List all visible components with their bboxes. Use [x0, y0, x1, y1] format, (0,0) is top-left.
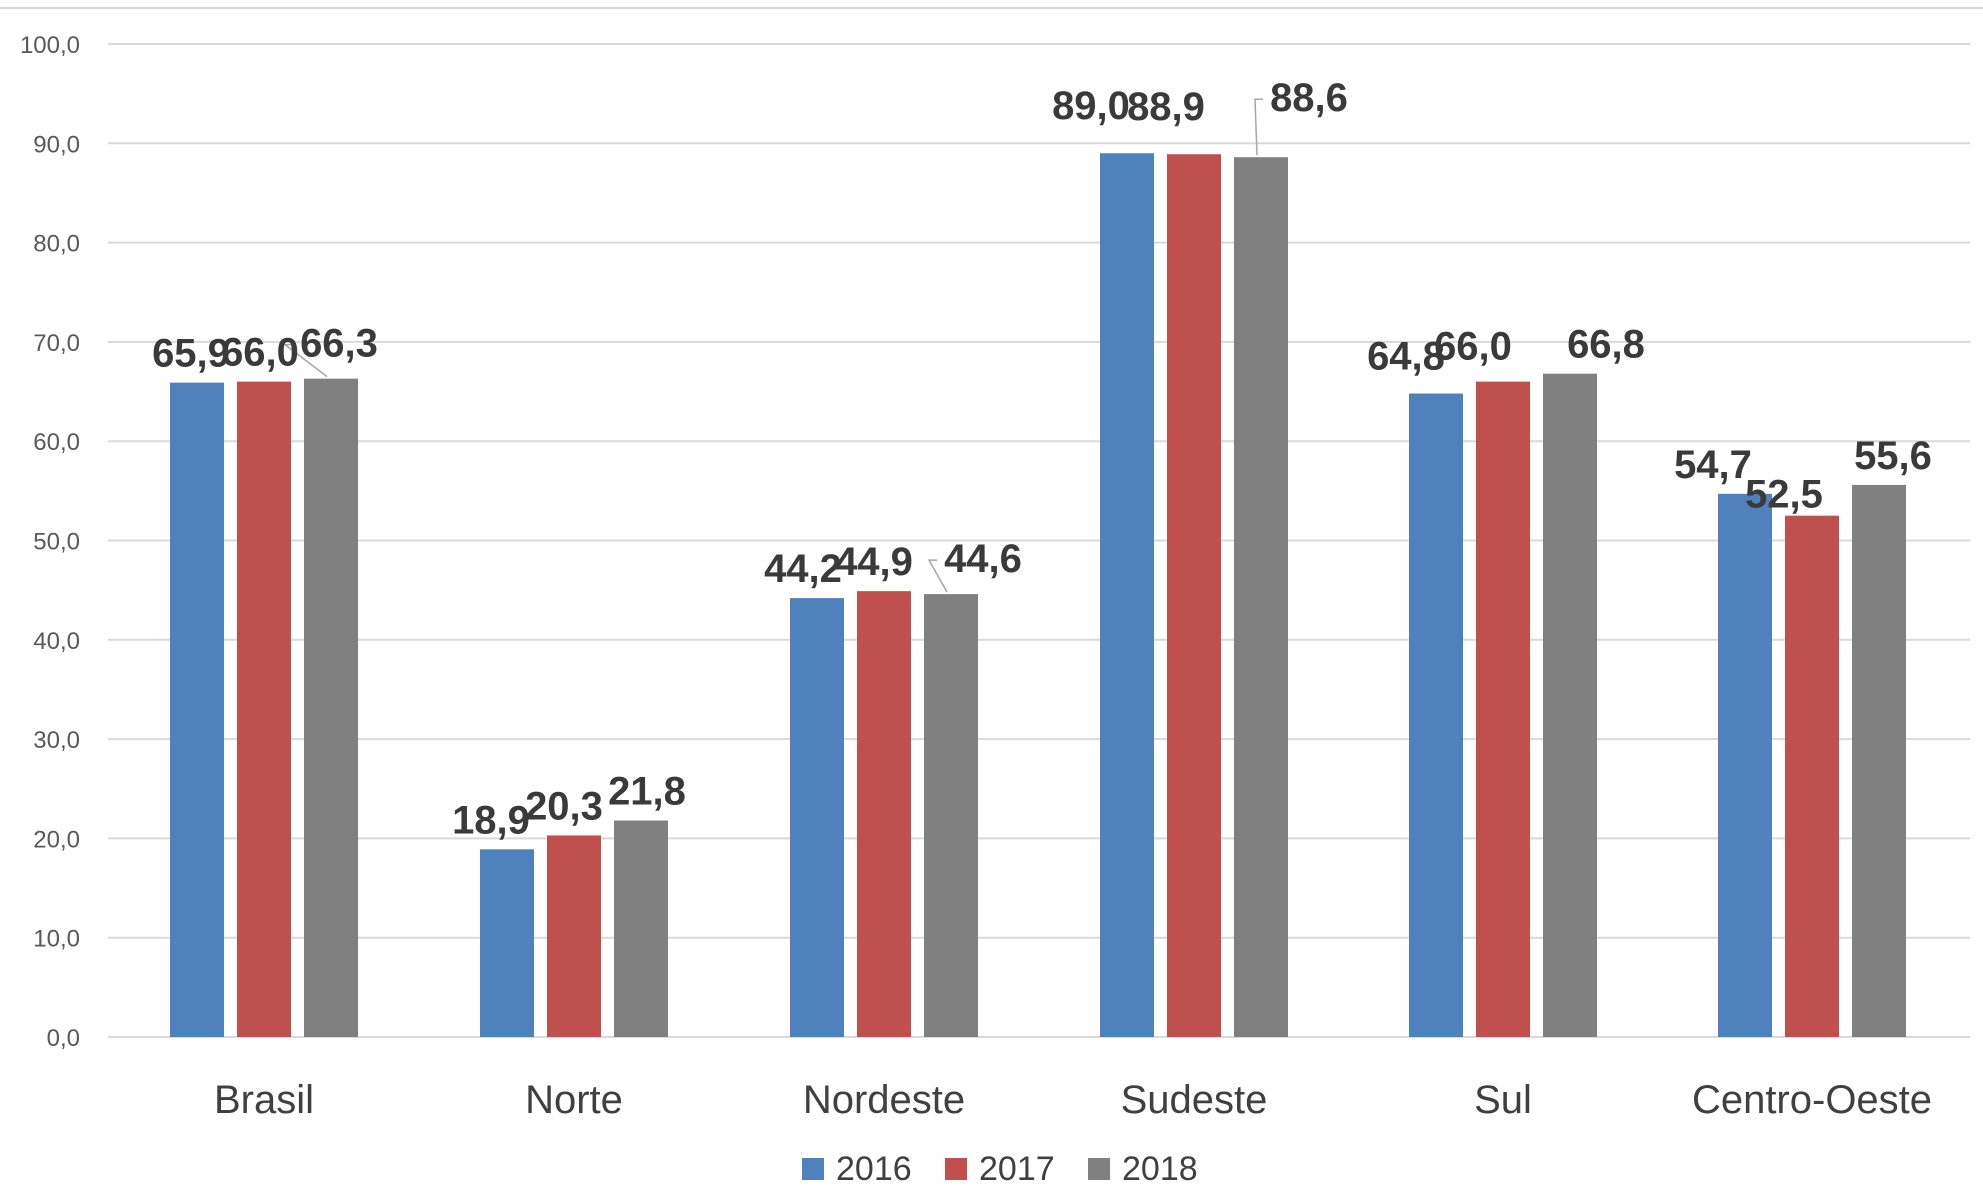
x-axis-categories: Brasil Norte Nordeste Sudeste Sul Centro-Oest…: [214, 1078, 1932, 1122]
bar-sul-2016: [1409, 393, 1463, 1037]
bar-norte-2017: [547, 835, 601, 1037]
data-label: 66,3: [300, 322, 378, 366]
y-axis-ticks: 0,0 10,0 20,0 30,0 40,0 50,0 60,0 70,0 80,0 90,0 1…: [20, 32, 80, 1052]
data-label: 44,6: [944, 537, 1022, 581]
y-tick-label: 40,0: [33, 628, 80, 655]
data-labels: 65,966,0 66,318,920,3 21,844,244,9 44,689,0…: [152, 76, 1932, 842]
legend-label: 2016: [836, 1150, 912, 1188]
category-label: Nordeste: [803, 1078, 965, 1122]
data-label: 52,5: [1745, 473, 1823, 517]
data-label: 66,0: [221, 331, 299, 375]
category-label: Centro-Oeste: [1692, 1078, 1932, 1122]
leader-line: [282, 343, 328, 378]
bar-sul-2018: [1543, 373, 1597, 1037]
data-label: 65,9: [152, 332, 230, 376]
label-leader-lines: [282, 98, 1263, 593]
bar-centro-oeste-2017: [1785, 515, 1839, 1037]
leader-line: [1254, 98, 1263, 156]
bar-norte-2018: [614, 820, 668, 1037]
data-label: 21,8: [608, 770, 686, 814]
leader-line: [927, 559, 948, 593]
data-label: 66,0: [1434, 325, 1512, 369]
legend-swatch: [945, 1158, 967, 1180]
y-tick-label: 60,0: [33, 429, 80, 456]
y-tick-label: 20,0: [33, 826, 80, 853]
bar-centro-oeste-2016: [1718, 493, 1772, 1038]
bar-sudeste-2017: [1167, 154, 1221, 1037]
category-label: Brasil: [214, 1078, 314, 1122]
y-tick-label: 70,0: [33, 330, 80, 357]
y-tick-label: 80,0: [33, 231, 80, 258]
bar-norte-2016: [480, 849, 534, 1037]
data-label: 55,6: [1854, 434, 1932, 478]
bar-nordeste-2018: [924, 594, 978, 1037]
data-label: 20,3: [525, 784, 603, 828]
data-label: 89,0: [1052, 84, 1130, 128]
data-label: 88,6: [1270, 76, 1348, 120]
y-tick-label: 50,0: [33, 529, 80, 556]
data-label: 44,2: [764, 547, 842, 591]
y-tick-label: 10,0: [33, 926, 80, 953]
bar-nordeste-2016: [790, 598, 844, 1037]
data-label: 64,8: [1367, 335, 1445, 379]
legend-swatch: [802, 1158, 824, 1180]
bars: [170, 153, 1906, 1038]
data-label: 88,9: [1127, 85, 1205, 129]
data-label: 66,8: [1567, 323, 1645, 367]
bar-sudeste-2018: [1234, 157, 1288, 1037]
y-tick-label: 100,0: [20, 32, 80, 59]
y-tick-label: 30,0: [33, 727, 80, 754]
bar-sul-2017: [1476, 381, 1530, 1037]
bar-brasil-2016: [170, 382, 224, 1037]
bar-sudeste-2016: [1100, 153, 1154, 1038]
gridlines: [0, 7, 1983, 1038]
data-label: 54,7: [1674, 443, 1752, 487]
legend-label: 2018: [1122, 1150, 1198, 1188]
bar-centro-oeste-2018: [1852, 484, 1906, 1038]
category-label: Sudeste: [1121, 1078, 1268, 1122]
legend: 2016 2017 2018: [802, 1150, 1198, 1188]
legend-swatch: [1088, 1158, 1110, 1180]
data-label: 44,9: [835, 540, 913, 584]
category-label: Norte: [525, 1078, 623, 1122]
bar-brasil-2017: [237, 381, 291, 1037]
bar-nordeste-2017: [857, 591, 911, 1037]
category-label: Sul: [1474, 1078, 1532, 1122]
bar-brasil-2018: [304, 378, 358, 1037]
legend-label: 2017: [979, 1150, 1055, 1188]
y-tick-label: 90,0: [33, 131, 80, 158]
data-label: 18,9: [452, 798, 530, 842]
y-tick-label: 0,0: [47, 1025, 80, 1052]
